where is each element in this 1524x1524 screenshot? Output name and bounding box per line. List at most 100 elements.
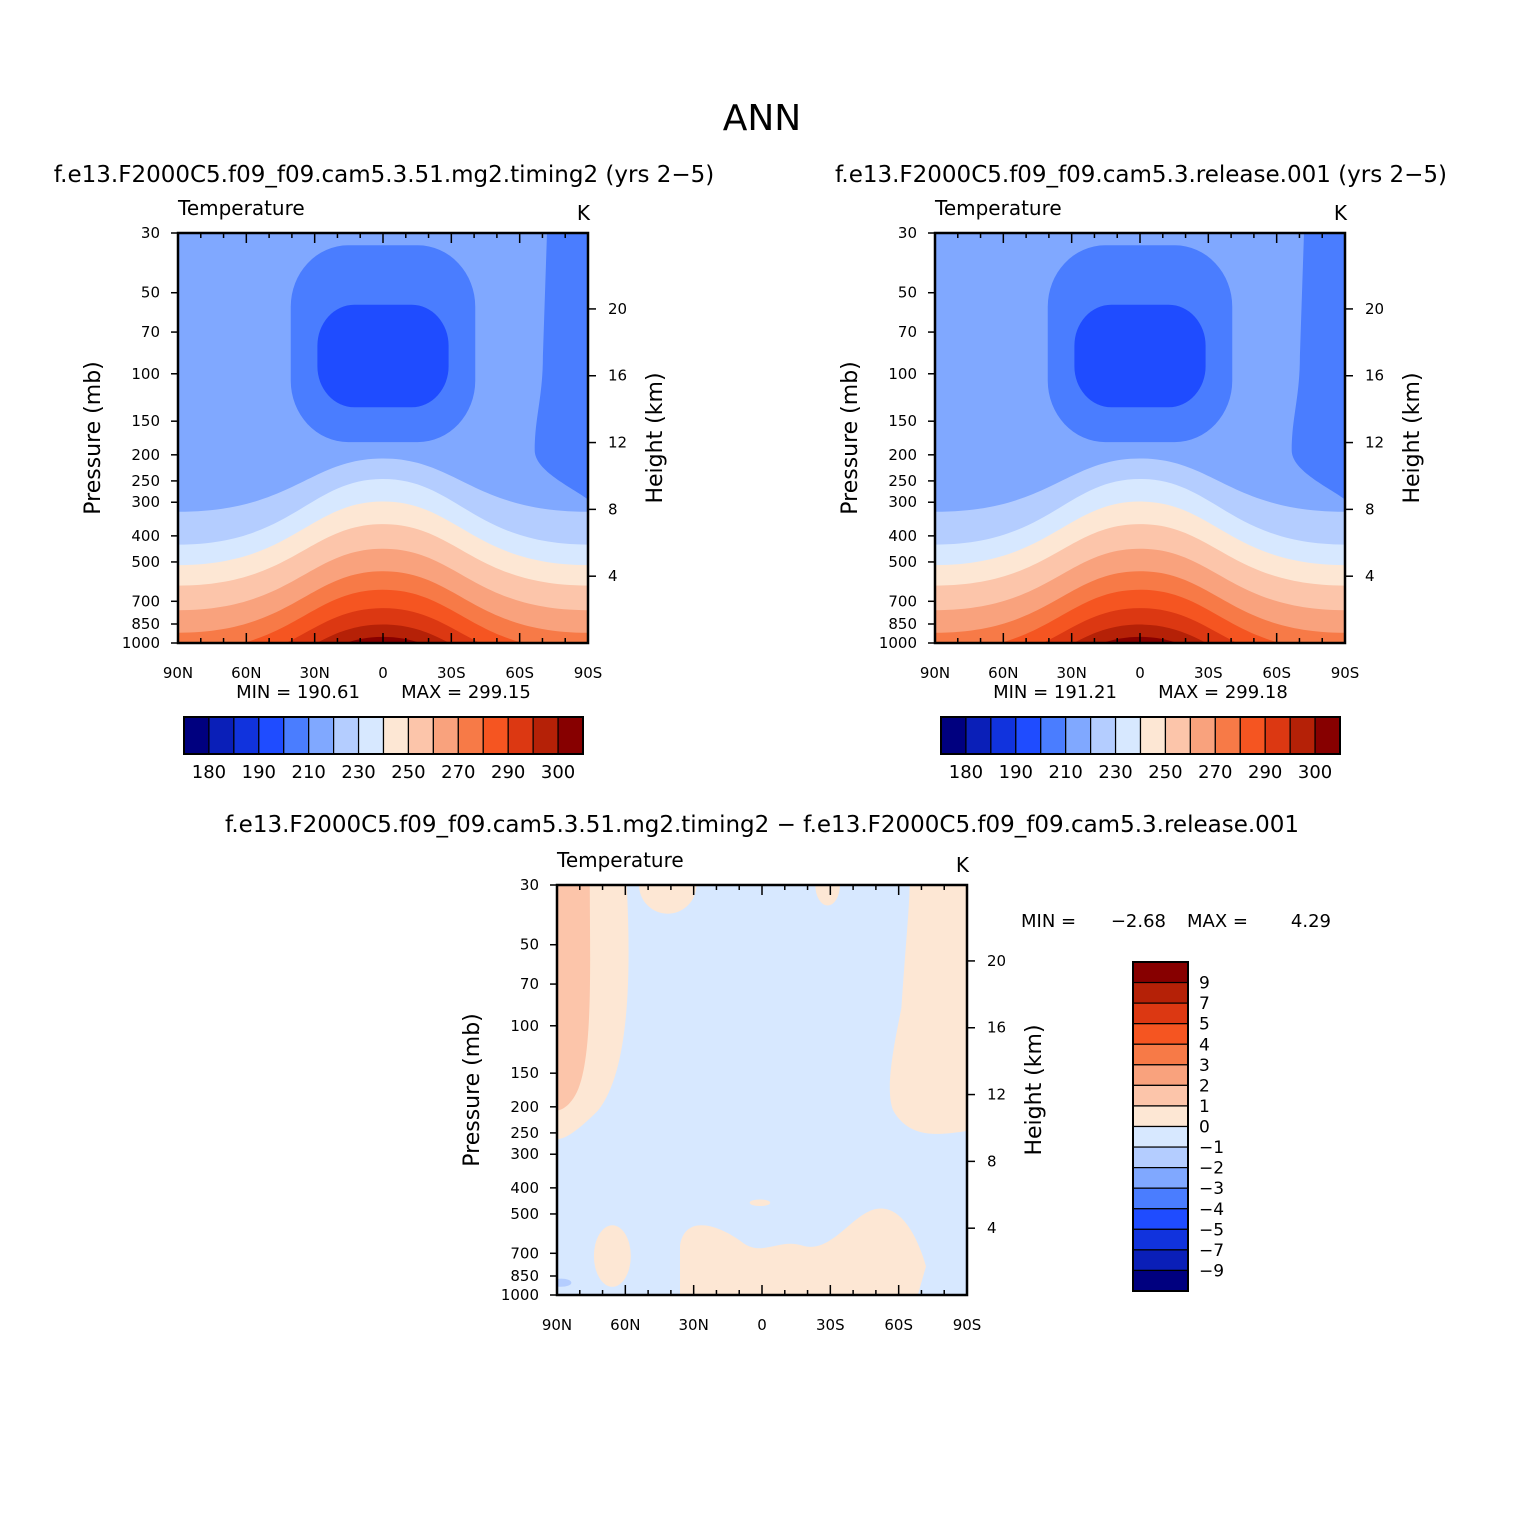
- colorbar-box: [1132, 1208, 1189, 1230]
- colorbar-label: −5: [1199, 1220, 1224, 1240]
- x-tick-label: 30N: [679, 1316, 709, 1334]
- colorbar-frame: [940, 716, 1341, 755]
- x-tick-label: 60N: [231, 664, 261, 682]
- colorbar-box: [482, 716, 509, 755]
- colorbar-label: 7: [1199, 994, 1210, 1014]
- min-label-case2: MIN = 191.21: [993, 682, 1117, 703]
- colorbar-box: [1189, 716, 1216, 755]
- max-label-case1: MAX = 299.15: [401, 682, 531, 703]
- colorbar-label: 1: [1199, 1097, 1210, 1117]
- colorbar-label: 2: [1199, 1076, 1210, 1096]
- colorbar-label: 210: [292, 762, 326, 783]
- y-tick-label: 850: [510, 1267, 539, 1285]
- colorbar-box: [1132, 1187, 1189, 1210]
- colorbar-box: [407, 716, 434, 755]
- y-tick-label: 700: [510, 1244, 539, 1262]
- y2-tick-label: 16: [1365, 367, 1384, 385]
- y-tick-label: 300: [888, 493, 917, 511]
- y-axis-label: Pressure (mb): [838, 361, 863, 515]
- y-tick-label: 500: [131, 553, 160, 571]
- colorbar-box: [283, 716, 310, 755]
- colorbar-box: [1132, 1146, 1189, 1169]
- axes-case2: 90N 60N 30N 0 30S 60S 90S 30 50 70 100 150 200 250 300…: [838, 224, 1425, 682]
- panel-title-case2: f.e13.F2000C5.f09_f09.cam5.3.release.001…: [835, 162, 1447, 188]
- colorbar-box: [208, 716, 235, 755]
- contour-band-south-pole: [534, 233, 588, 500]
- contour-band-190-200: [1074, 304, 1206, 408]
- units-label-case2: K: [1334, 201, 1348, 225]
- x-tick-label: 60S: [505, 664, 534, 682]
- y-tick-label: 850: [888, 615, 917, 633]
- colorbar-frame: [1132, 961, 1189, 1292]
- y-tick-label: 400: [131, 527, 160, 545]
- colorbar-label: 270: [441, 762, 475, 783]
- colorbar-box: [1040, 716, 1067, 755]
- colorbar-label: 190: [242, 762, 276, 783]
- colorbar-box: [233, 716, 260, 755]
- colorbar-box: [940, 716, 967, 755]
- colorbar-box: [532, 716, 559, 755]
- panel-title-case1: f.e13.F2000C5.f09_f09.cam5.3.51.mg2.timi…: [54, 162, 715, 188]
- max-label-case2: MAX = 299.18: [1158, 682, 1288, 703]
- x-tick-label: 90S: [574, 664, 603, 682]
- colorbar-box: [1015, 716, 1042, 755]
- y2-tick-label: 8: [987, 1152, 997, 1170]
- y2-tick-label: 20: [987, 952, 1006, 970]
- axes-diff: 90N 60N 30N 0 30S 60S 90S 30 50 70 100 150 200 250 300…: [460, 876, 1047, 1334]
- y-tick-label: 250: [131, 472, 160, 490]
- max-value-diff: 4.29: [1291, 911, 1331, 932]
- y-tick-label: 150: [131, 412, 160, 430]
- colorbar-box: [1132, 1167, 1189, 1189]
- contour-band-1-2: [557, 885, 591, 1111]
- y-tick-label: 250: [888, 472, 917, 490]
- colorbar-label: 270: [1198, 762, 1232, 783]
- max-label-diff: MAX =: [1187, 911, 1248, 932]
- contour-field-case2: [935, 233, 1345, 643]
- contour-field-diff: [557, 885, 967, 1295]
- contour-band-190-200: [317, 304, 449, 408]
- x-tick-label: 90N: [163, 664, 193, 682]
- y-tick-label: 200: [131, 446, 160, 464]
- colorbar-label: 210: [1049, 762, 1083, 783]
- colorbar-box: [333, 716, 360, 755]
- y-tick-label: 70: [141, 323, 160, 341]
- y-tick-label: 200: [510, 1098, 539, 1116]
- colorbar-box: [1132, 1125, 1189, 1148]
- x-tick-label: 60S: [1262, 664, 1291, 682]
- y-tick-label: 700: [888, 592, 917, 610]
- min-label-case1: MIN = 190.61: [236, 682, 360, 703]
- x-tick-label: 30N: [300, 664, 330, 682]
- x-tick-label: 30S: [1194, 664, 1223, 682]
- colorbar-case1: 180 190 210 230 250 270 290 300: [183, 716, 584, 783]
- contour-patch: [593, 1225, 631, 1287]
- x-tick-label: 60S: [884, 1316, 913, 1334]
- y-tick-label: 300: [131, 493, 160, 511]
- x-tick-label: 90N: [920, 664, 950, 682]
- y2-tick-label: 12: [608, 434, 627, 452]
- colorbar-box: [1090, 716, 1117, 755]
- colorbar-label: 230: [1098, 762, 1132, 783]
- contour-band-south-pole: [1291, 233, 1345, 500]
- colorbar-label: −2: [1199, 1159, 1224, 1179]
- y-axis-label: Pressure (mb): [81, 361, 106, 515]
- y-tick-label: 850: [131, 615, 160, 633]
- colorbar-box: [557, 716, 584, 755]
- colorbar-box: [1065, 716, 1092, 755]
- x-tick-label: 30N: [1057, 664, 1087, 682]
- colorbar-label: −3: [1199, 1179, 1224, 1199]
- x-tick-label: 0: [1135, 664, 1145, 682]
- colorbar-box: [1214, 716, 1241, 755]
- x-tick-label: 30S: [437, 664, 466, 682]
- colorbar-box: [382, 716, 410, 755]
- colorbar-label: 4: [1199, 1035, 1210, 1055]
- contour-band-0-1-south: [889, 885, 967, 1134]
- units-label-diff: K: [956, 853, 970, 877]
- y2-tick-label: 4: [608, 567, 618, 585]
- colorbar-label: −7: [1199, 1241, 1224, 1261]
- colorbar-label: 250: [391, 762, 425, 783]
- colorbar-box: [1314, 716, 1341, 755]
- colorbar-label: 3: [1199, 1056, 1210, 1076]
- y2-axis-label: Height (km): [1022, 1024, 1047, 1155]
